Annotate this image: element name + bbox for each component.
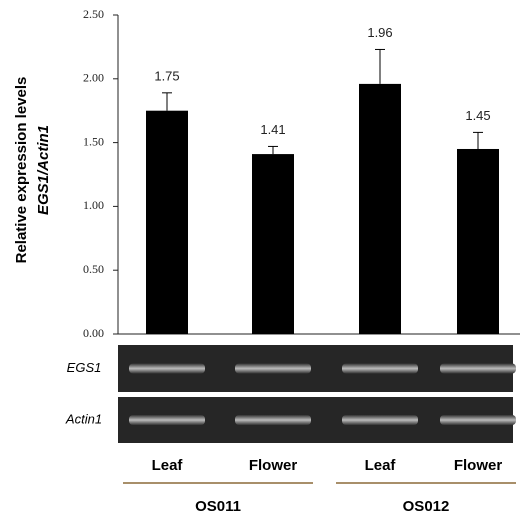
bar <box>457 149 499 334</box>
y-axis-label: EGS1/Actin1 <box>35 125 52 215</box>
y-axis-label: Relative expression levels <box>13 77 30 264</box>
gel-label: Actin1 <box>65 411 102 426</box>
x-tick-label: Leaf <box>152 457 184 474</box>
y-tick-label: 1.50 <box>83 134 104 148</box>
value-label: 1.45 <box>465 108 490 123</box>
chart: Relative expression levels EGS1/Actin1 0… <box>0 0 520 520</box>
value-label: 1.75 <box>154 68 179 83</box>
gel-band <box>235 415 311 425</box>
gel-band <box>440 364 516 374</box>
group-label: OS011 <box>195 498 241 515</box>
gel-band <box>342 415 418 425</box>
x-tick-label: Leaf <box>365 457 397 474</box>
bar <box>359 84 401 334</box>
gel-band <box>440 415 516 425</box>
gel-band <box>129 415 205 425</box>
gel-band <box>129 364 205 374</box>
bar <box>252 154 294 334</box>
y-tick-label: 2.50 <box>83 7 104 21</box>
group-label: OS012 <box>403 498 450 515</box>
gel-band <box>235 364 311 374</box>
y-tick-label: 2.00 <box>83 71 104 85</box>
value-label: 1.96 <box>367 25 392 40</box>
y-tick-label: 0.50 <box>83 262 104 276</box>
gel-label: EGS1 <box>67 360 102 375</box>
bar <box>146 111 188 334</box>
value-label: 1.41 <box>260 122 285 137</box>
y-tick-label: 0.00 <box>83 326 104 340</box>
x-tick-label: Flower <box>454 457 503 474</box>
y-tick-label: 1.00 <box>83 198 104 212</box>
gel-band <box>342 364 418 374</box>
x-tick-label: Flower <box>249 457 298 474</box>
